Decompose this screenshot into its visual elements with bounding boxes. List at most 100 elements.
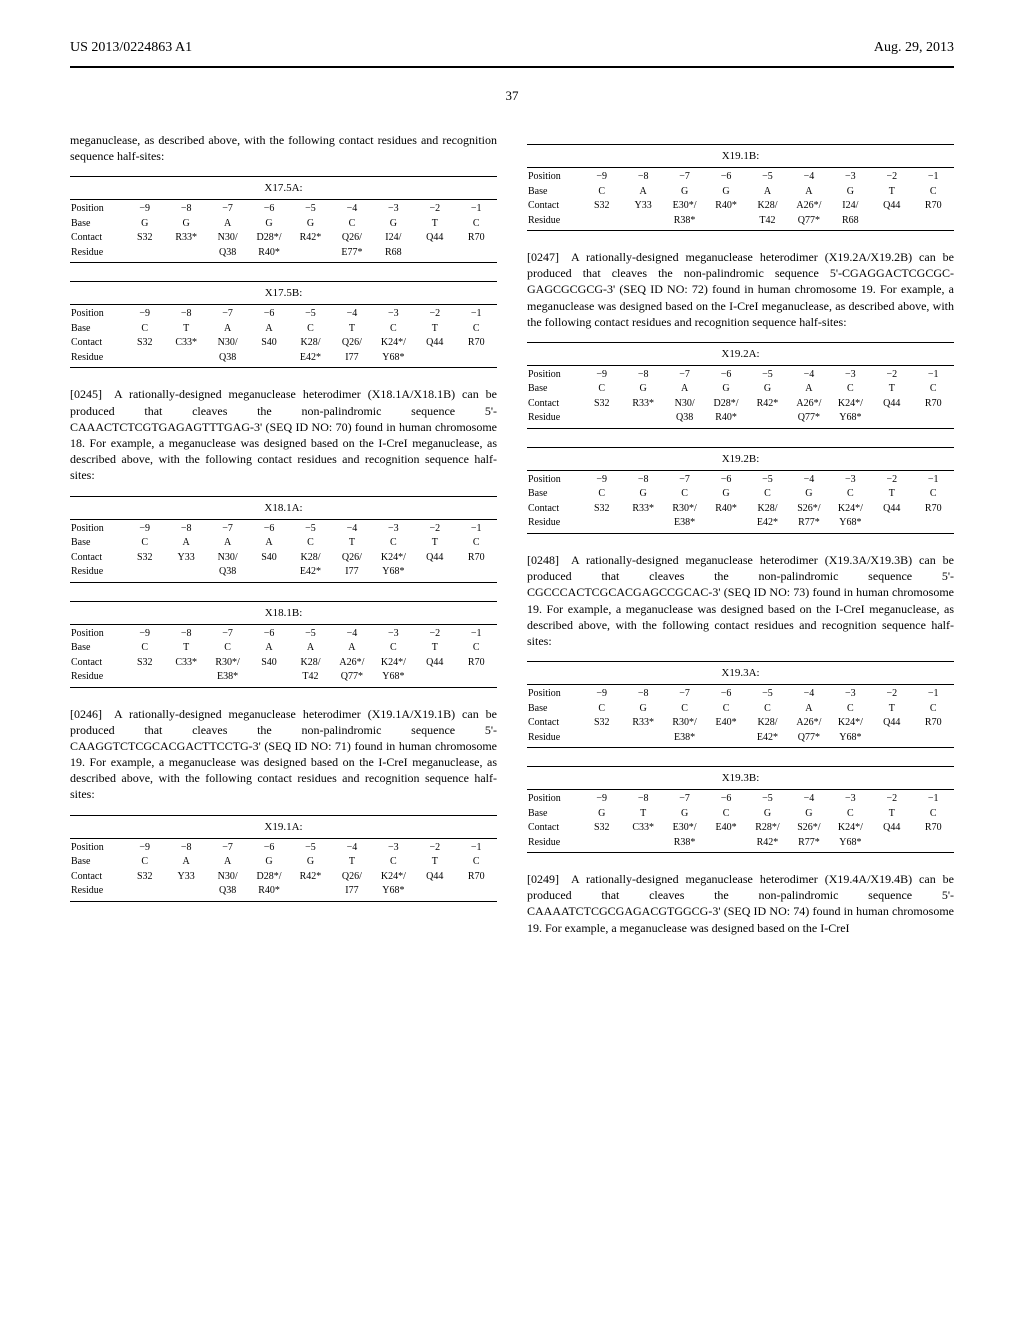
- cell-base: G: [664, 185, 705, 200]
- cell-contact: S32: [124, 336, 165, 351]
- cell-contact: A26*/: [788, 397, 829, 412]
- cell-position: −6: [705, 792, 746, 807]
- table-title: X19.2A:: [527, 345, 954, 363]
- cell-base: G: [705, 185, 746, 200]
- cell-contact: R70: [913, 199, 955, 214]
- cell-residue: [456, 246, 498, 261]
- cell-position: −7: [207, 522, 248, 537]
- cell-residue: Y68*: [373, 565, 414, 580]
- cell-position: −5: [747, 792, 788, 807]
- cell-base: T: [871, 807, 912, 822]
- cell-residue: [871, 731, 912, 746]
- cell-residue: [165, 351, 206, 366]
- cell-residue: T42: [290, 670, 331, 685]
- cell-residue: I77: [331, 351, 372, 366]
- cell-position: −9: [124, 202, 165, 217]
- cell-position: −8: [622, 473, 663, 488]
- cell-base: A: [207, 322, 248, 337]
- cell-base: C: [581, 702, 622, 717]
- cell-base: G: [705, 382, 746, 397]
- table-title: X19.2B:: [527, 450, 954, 468]
- table-title: X19.1A:: [70, 818, 497, 836]
- data-table: Position−9−8−7−6−5−4−3−2−1BaseCAAACTCTCC…: [70, 522, 497, 580]
- cell-residue: E38*: [207, 670, 248, 685]
- cell-base: G: [622, 487, 663, 502]
- row-label: Base: [527, 702, 581, 717]
- cell-contact: R70: [456, 551, 498, 566]
- cell-position: −1: [456, 522, 498, 537]
- cell-residue: [414, 670, 455, 685]
- cell-contact: R33*: [622, 716, 663, 731]
- cell-base: C: [664, 702, 705, 717]
- cell-contact: S40: [248, 551, 289, 566]
- cell-contact: R40*: [705, 199, 746, 214]
- cell-position: −4: [331, 627, 372, 642]
- cell-position: −9: [124, 627, 165, 642]
- cell-position: −1: [913, 473, 955, 488]
- cell-base: C: [124, 322, 165, 337]
- cell-base: T: [331, 855, 372, 870]
- cell-residue: E42*: [747, 516, 788, 531]
- row-label: Position: [70, 202, 124, 217]
- cell-base: T: [414, 322, 455, 337]
- cell-base: T: [871, 382, 912, 397]
- cell-base: A: [331, 641, 372, 656]
- cell-position: −3: [830, 792, 871, 807]
- cell-residue: [456, 884, 498, 899]
- cell-position: −6: [248, 307, 289, 322]
- cell-residue: [581, 731, 622, 746]
- cell-contact: Q44: [414, 336, 455, 351]
- cell-contact: S32: [581, 502, 622, 517]
- cell-base: C: [913, 382, 955, 397]
- table-x19-1b: X19.1B:Position−9−8−7−6−5−4−3−2−1BaseCAG…: [527, 144, 954, 231]
- cell-position: −1: [913, 170, 955, 185]
- cell-position: −2: [871, 687, 912, 702]
- cell-base: G: [747, 382, 788, 397]
- cell-residue: R40*: [248, 246, 289, 261]
- cell-base: C: [747, 487, 788, 502]
- cell-contact: K28/: [747, 199, 788, 214]
- row-label: Base: [70, 641, 124, 656]
- cell-position: −7: [664, 368, 705, 383]
- row-label: Base: [70, 536, 124, 551]
- row-label: Residue: [527, 731, 581, 746]
- table-title: X19.3A:: [527, 664, 954, 682]
- cell-position: −4: [788, 473, 829, 488]
- data-table: Position−9−8−7−6−5−4−3−2−1BaseCGCCCACTCC…: [527, 687, 954, 745]
- cell-contact: C33*: [622, 821, 663, 836]
- cell-residue: E77*: [331, 246, 372, 261]
- data-table: Position−9−8−7−6−5−4−3−2−1BaseCAGGAAGTCC…: [527, 170, 954, 228]
- cell-position: −8: [165, 841, 206, 856]
- cell-residue: [581, 214, 622, 229]
- cell-residue: [414, 565, 455, 580]
- cell-contact: D28*/: [248, 231, 289, 246]
- para-0248: [0248] A rationally-designed meganucleas…: [527, 552, 954, 649]
- cell-residue: E42*: [747, 731, 788, 746]
- cell-base: C: [747, 702, 788, 717]
- cell-contact: A26*/: [331, 656, 372, 671]
- row-label: Base: [527, 487, 581, 502]
- cell-position: −1: [456, 307, 498, 322]
- cell-residue: [581, 411, 622, 426]
- cell-contact: R70: [913, 397, 955, 412]
- row-label: Residue: [70, 565, 124, 580]
- cell-residue: I77: [331, 884, 372, 899]
- cell-position: −1: [913, 792, 955, 807]
- cell-position: −5: [747, 368, 788, 383]
- cell-contact: R30*/: [664, 716, 705, 731]
- cell-base: G: [165, 217, 206, 232]
- cell-base: C: [913, 185, 955, 200]
- cell-position: −5: [290, 627, 331, 642]
- cell-position: −9: [581, 473, 622, 488]
- cell-position: −9: [124, 522, 165, 537]
- row-label: Residue: [70, 670, 124, 685]
- cell-base: C: [373, 855, 414, 870]
- cell-contact: K28/: [290, 336, 331, 351]
- cell-contact: R42*: [290, 231, 331, 246]
- cell-contact: N30/: [664, 397, 705, 412]
- cell-position: −3: [373, 307, 414, 322]
- cell-position: −9: [581, 368, 622, 383]
- cell-base: G: [664, 807, 705, 822]
- cell-contact: K24*/: [373, 870, 414, 885]
- cell-contact: E30*/: [664, 821, 705, 836]
